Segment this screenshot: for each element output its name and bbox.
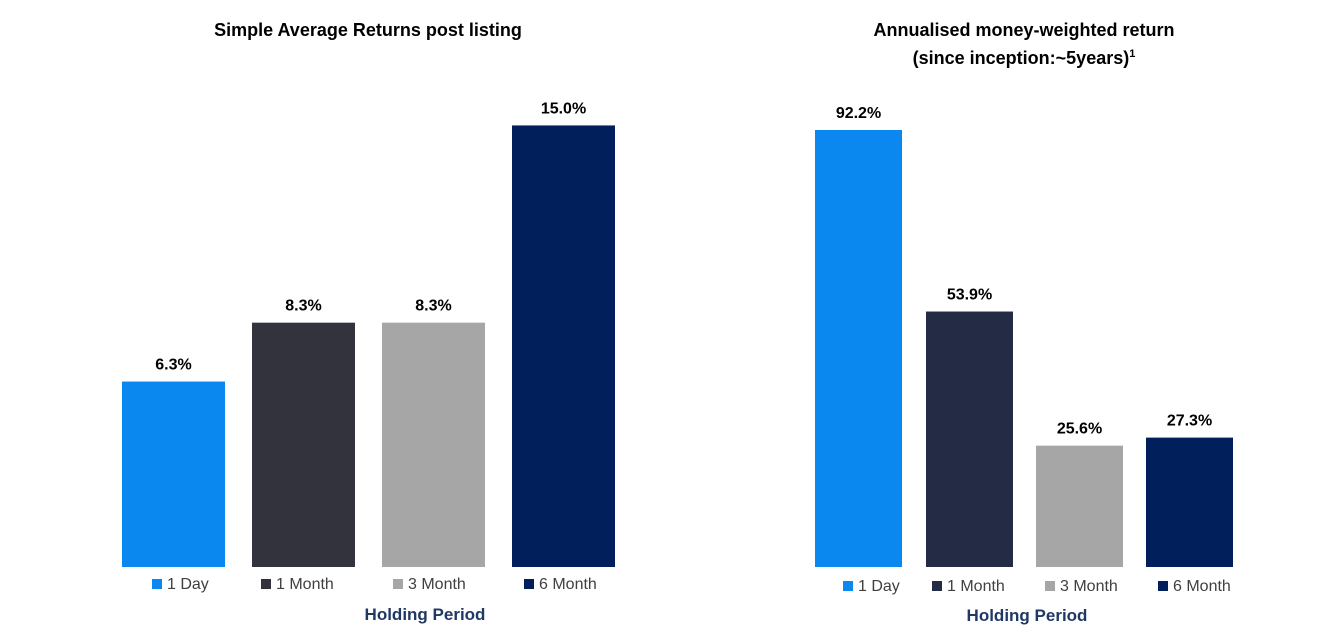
data-label: 53.9% xyxy=(947,287,992,304)
legend-label: 1 Day xyxy=(858,578,900,595)
legend-item: 6 Month xyxy=(1158,578,1231,595)
legend-swatch xyxy=(932,581,942,591)
legend-label: 3 Month xyxy=(408,576,466,593)
data-label: 6.3% xyxy=(155,357,191,374)
legend-swatch xyxy=(1158,581,1168,591)
bar-3-month xyxy=(382,322,485,567)
data-label: 15.0% xyxy=(541,100,586,117)
bar-6-month xyxy=(1146,437,1233,567)
legend-swatch xyxy=(152,579,162,589)
legend-item: 3 Month xyxy=(1045,578,1118,595)
data-label: 27.3% xyxy=(1167,413,1212,430)
legend-item: 1 Day xyxy=(843,578,900,595)
legend-label: 6 Month xyxy=(539,576,597,593)
legend-swatch xyxy=(261,579,271,589)
legend-swatch xyxy=(1045,581,1055,591)
bar-1-day xyxy=(122,381,225,567)
legend-swatch xyxy=(843,581,853,591)
chart-2: Annualised money-weighted return (since i… xyxy=(815,20,1233,625)
legend-swatch xyxy=(524,579,534,589)
x-axis-label: Holding Period xyxy=(365,605,486,624)
data-label: 8.3% xyxy=(415,298,451,315)
bar-3-month xyxy=(1036,445,1123,567)
chart-title-line: (since inception:~5years)1 xyxy=(913,48,1136,68)
bar-1-month xyxy=(252,322,355,567)
title-footnote-marker: 1 xyxy=(1129,48,1135,60)
legend-item: 1 Day xyxy=(152,576,209,593)
x-axis-label: Holding Period xyxy=(967,606,1088,625)
legend-label: 1 Month xyxy=(947,578,1005,595)
bar-1-day xyxy=(815,130,902,567)
bar-6-month xyxy=(512,125,615,567)
legend-item: 6 Month xyxy=(524,576,597,593)
chart-title-line: Annualised money-weighted return xyxy=(873,20,1174,40)
legend-item: 1 Month xyxy=(261,576,334,593)
legend-label: 1 Day xyxy=(167,576,209,593)
bar-1-month xyxy=(926,311,1013,567)
data-label: 25.6% xyxy=(1057,421,1102,438)
legend-item: 3 Month xyxy=(393,576,466,593)
data-label: 8.3% xyxy=(285,298,321,315)
legend-item: 1 Month xyxy=(932,578,1005,595)
legend-label: 3 Month xyxy=(1060,578,1118,595)
legend-label: 6 Month xyxy=(1173,578,1231,595)
legend-label: 1 Month xyxy=(276,576,334,593)
data-label: 92.2% xyxy=(836,105,881,122)
legend-swatch xyxy=(393,579,403,589)
chart-title-line: Simple Average Returns post listing xyxy=(214,20,522,40)
chart-1: Simple Average Returns post listing 6.3% 8… xyxy=(122,20,615,624)
